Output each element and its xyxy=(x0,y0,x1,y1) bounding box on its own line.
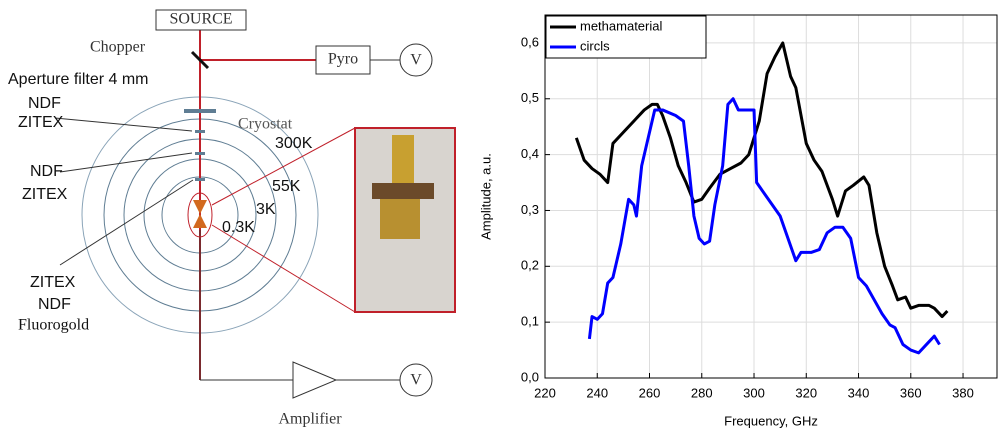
chart: 0,0 0,1 0,2 0,3 0,4 0,5 0,6 220 240 260 280 300 320 3… xyxy=(478,14,998,428)
bolometer xyxy=(193,200,207,228)
pointer xyxy=(59,152,193,173)
label: NDF xyxy=(28,95,61,112)
setup-diagram: SOURCE Chopper Pyro V Aperture filter 4 … xyxy=(8,9,456,428)
x-tick-label: 240 xyxy=(586,385,608,400)
x-tick-label: 380 xyxy=(952,385,974,400)
x-tick-label: 220 xyxy=(534,385,556,400)
filter xyxy=(184,109,216,113)
label: Fluorogold xyxy=(18,317,89,334)
x-tick-label: 360 xyxy=(900,385,922,400)
label: ZITEX xyxy=(30,274,76,291)
y-tick-label: 0,2 xyxy=(521,258,539,273)
label: NDF xyxy=(30,163,63,180)
label: Chopper xyxy=(90,39,146,56)
x-tick-label: 260 xyxy=(639,385,661,400)
amplifier-symbol xyxy=(292,361,338,399)
x-tick-label: 280 xyxy=(691,385,713,400)
pointer xyxy=(59,179,194,266)
label: 0.3K xyxy=(222,219,255,236)
filter xyxy=(195,152,205,155)
label: Aperture filter 4 mm xyxy=(8,71,148,88)
x-tick-label: 340 xyxy=(848,385,870,400)
label: ZITEX xyxy=(18,114,64,131)
label: NDF xyxy=(38,296,71,313)
label: 3K xyxy=(256,201,276,218)
y-tick-label: 0,5 xyxy=(521,90,539,105)
x-tick-label: 320 xyxy=(795,385,817,400)
photo-part xyxy=(392,135,414,185)
pointer xyxy=(54,117,193,132)
sample-outline xyxy=(187,192,213,238)
zoom-line xyxy=(211,224,356,313)
y-axis-label: Amplitude, a.u. xyxy=(478,153,493,240)
label: V xyxy=(410,52,422,69)
y-tick-label: 0,0 xyxy=(521,369,539,384)
label: Amplifier xyxy=(278,411,342,428)
filter xyxy=(195,178,205,181)
label: 300K xyxy=(275,135,313,152)
plot-frame xyxy=(544,14,998,379)
y-tick-label: 0,1 xyxy=(521,314,539,329)
series-line xyxy=(587,97,941,355)
label: SOURCE xyxy=(169,11,232,28)
legend-box xyxy=(545,15,707,59)
x-tick-label: 300 xyxy=(743,385,765,400)
legend-label: methamaterial xyxy=(580,18,662,33)
photo-part xyxy=(372,183,434,199)
label: Cryostat xyxy=(238,116,293,133)
pyro-box xyxy=(315,45,371,75)
x-axis-label: Frequency, GHz xyxy=(724,413,818,428)
filter xyxy=(195,130,205,133)
photo-part xyxy=(380,199,420,239)
series-line xyxy=(574,41,949,319)
source-box xyxy=(155,9,247,31)
y-tick-label: 0,6 xyxy=(521,34,539,49)
voltmeter xyxy=(399,363,433,397)
y-tick-label: 0,4 xyxy=(521,146,539,161)
legend-label: circls xyxy=(580,38,610,53)
label: V xyxy=(410,372,422,389)
label: ZITEX xyxy=(22,186,68,203)
label: Pyro xyxy=(328,51,358,68)
voltmeter xyxy=(399,43,433,77)
zoom-line xyxy=(211,127,356,206)
y-tick-label: 0,3 xyxy=(521,202,539,217)
label: 55K xyxy=(272,178,301,195)
chopper-blade xyxy=(190,50,210,70)
